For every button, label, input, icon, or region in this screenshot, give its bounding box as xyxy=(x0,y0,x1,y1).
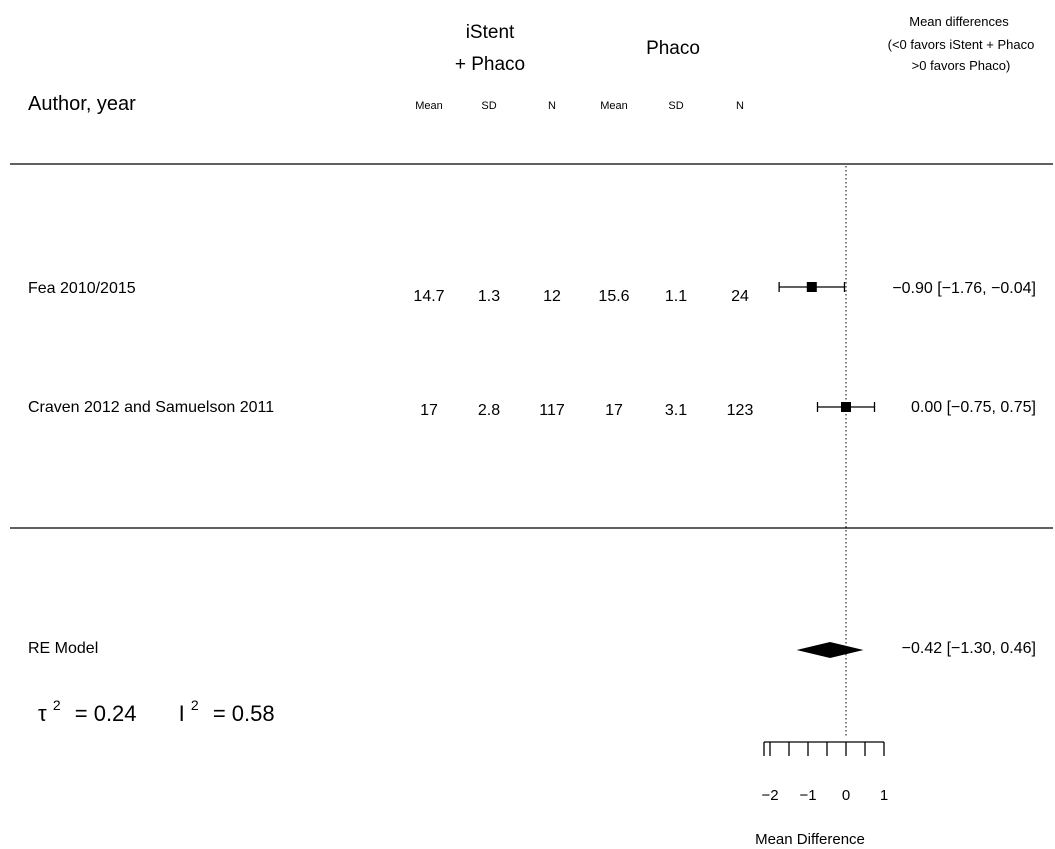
study-istent-sd: 1.3 xyxy=(478,288,500,305)
tau-superscript: 2 xyxy=(53,697,61,713)
study-phaco-sd: 1.1 xyxy=(665,288,687,305)
x-tick-label: 1 xyxy=(880,787,888,804)
summary-diamond xyxy=(796,642,864,658)
study-author: Fea 2010/2015 xyxy=(28,280,136,297)
group1-header-line1: iStent xyxy=(466,22,515,43)
x-tick-label: −2 xyxy=(761,787,778,804)
x-axis: −2 −1 0 1 xyxy=(761,741,888,804)
study-istent-n: 12 xyxy=(543,288,561,305)
study-phaco-mean: 17 xyxy=(605,402,623,419)
study-marker xyxy=(778,282,846,292)
study-point-square xyxy=(806,282,817,292)
effect-header-line2: (<0 favors iStent + Phaco xyxy=(888,37,1035,52)
study-istent-mean: 14.7 xyxy=(413,288,444,305)
i2-symbol: I xyxy=(179,701,185,726)
tau-symbol: τ xyxy=(38,701,47,726)
group2-header: Phaco xyxy=(646,38,700,59)
effect-header-line1: Mean differences xyxy=(909,14,1009,29)
subcol-phaco-mean: Mean xyxy=(600,100,628,112)
x-axis-label: Mean Difference xyxy=(755,831,865,848)
summary-label: RE Model xyxy=(28,640,98,657)
study-phaco-sd: 3.1 xyxy=(665,402,687,419)
study-phaco-n: 24 xyxy=(731,288,749,305)
heterogeneity-stats: τ 2 = 0.24 I 2 = 0.58 xyxy=(38,690,275,726)
study-effect-label: 0.00 [−0.75, 0.75] xyxy=(911,399,1036,416)
subcol-istent-n: N xyxy=(548,100,556,112)
study-istent-n: 117 xyxy=(539,402,565,419)
study-istent-sd: 2.8 xyxy=(478,402,500,419)
subcol-istent-mean: Mean xyxy=(415,100,443,112)
study-istent-mean: 17 xyxy=(420,402,438,419)
subcol-istent-sd: SD xyxy=(481,100,496,112)
study-author: Craven 2012 and Samuelson 2011 xyxy=(28,399,274,416)
author-column-header: Author, year xyxy=(28,93,136,115)
i2-superscript: 2 xyxy=(191,697,199,713)
summary-effect-label: −0.42 [−1.30, 0.46] xyxy=(902,640,1036,657)
i2-value: = 0.58 xyxy=(213,701,275,726)
study-marker xyxy=(816,402,876,412)
tau-value: = 0.24 xyxy=(75,701,137,726)
study-phaco-n: 123 xyxy=(727,402,754,419)
subcol-phaco-sd: SD xyxy=(668,100,683,112)
x-tick-label: 0 xyxy=(842,787,850,804)
x-tick-label: −1 xyxy=(799,787,816,804)
study-phaco-mean: 15.6 xyxy=(598,288,629,305)
effect-header-line3: >0 favors Phaco) xyxy=(912,58,1011,73)
subcol-phaco-n: N xyxy=(736,100,744,112)
study-effect-label: −0.90 [−1.76, −0.04] xyxy=(892,280,1036,297)
group1-header-line2: + Phaco xyxy=(455,54,525,75)
study-point-square xyxy=(841,402,851,412)
